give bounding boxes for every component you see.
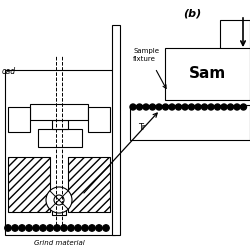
- Circle shape: [54, 195, 64, 205]
- Circle shape: [169, 104, 175, 110]
- Circle shape: [40, 225, 46, 231]
- Circle shape: [162, 104, 168, 110]
- Circle shape: [54, 225, 60, 231]
- Circle shape: [19, 225, 25, 231]
- Circle shape: [221, 104, 227, 110]
- Circle shape: [12, 225, 18, 231]
- Bar: [220, 20, 250, 50]
- Bar: [52, 205, 66, 215]
- Circle shape: [156, 104, 162, 110]
- Text: Tr: Tr: [138, 124, 145, 132]
- Bar: [88, 107, 110, 132]
- Text: Sample
fixture: Sample fixture: [133, 48, 159, 62]
- Text: oad: oad: [2, 68, 16, 76]
- Bar: [165, 48, 250, 100]
- Circle shape: [228, 104, 234, 110]
- Circle shape: [89, 225, 95, 231]
- Circle shape: [61, 225, 67, 231]
- Bar: [8, 157, 50, 212]
- Circle shape: [75, 225, 81, 231]
- Circle shape: [214, 104, 220, 110]
- Circle shape: [96, 225, 102, 231]
- Bar: [112, 25, 120, 235]
- Circle shape: [143, 104, 149, 110]
- Circle shape: [182, 104, 188, 110]
- Circle shape: [46, 187, 72, 213]
- Text: (b): (b): [183, 8, 201, 18]
- Circle shape: [202, 104, 207, 110]
- Circle shape: [136, 104, 142, 110]
- Circle shape: [150, 104, 156, 110]
- Bar: [30, 104, 88, 120]
- Circle shape: [103, 225, 109, 231]
- Bar: [68, 157, 110, 212]
- Bar: [38, 129, 82, 147]
- Bar: [8, 107, 30, 132]
- Circle shape: [5, 225, 11, 231]
- Circle shape: [195, 104, 201, 110]
- Circle shape: [240, 104, 246, 110]
- Circle shape: [234, 104, 240, 110]
- Circle shape: [33, 225, 39, 231]
- Circle shape: [130, 104, 136, 110]
- Bar: [5, 70, 115, 235]
- Circle shape: [47, 225, 53, 231]
- Circle shape: [176, 104, 182, 110]
- Circle shape: [188, 104, 194, 110]
- Bar: [130, 105, 250, 140]
- Circle shape: [26, 225, 32, 231]
- Circle shape: [68, 225, 74, 231]
- Bar: [52, 120, 68, 129]
- Text: Grind material: Grind material: [34, 240, 84, 246]
- Circle shape: [208, 104, 214, 110]
- Circle shape: [82, 225, 88, 231]
- Text: Sam: Sam: [188, 66, 226, 82]
